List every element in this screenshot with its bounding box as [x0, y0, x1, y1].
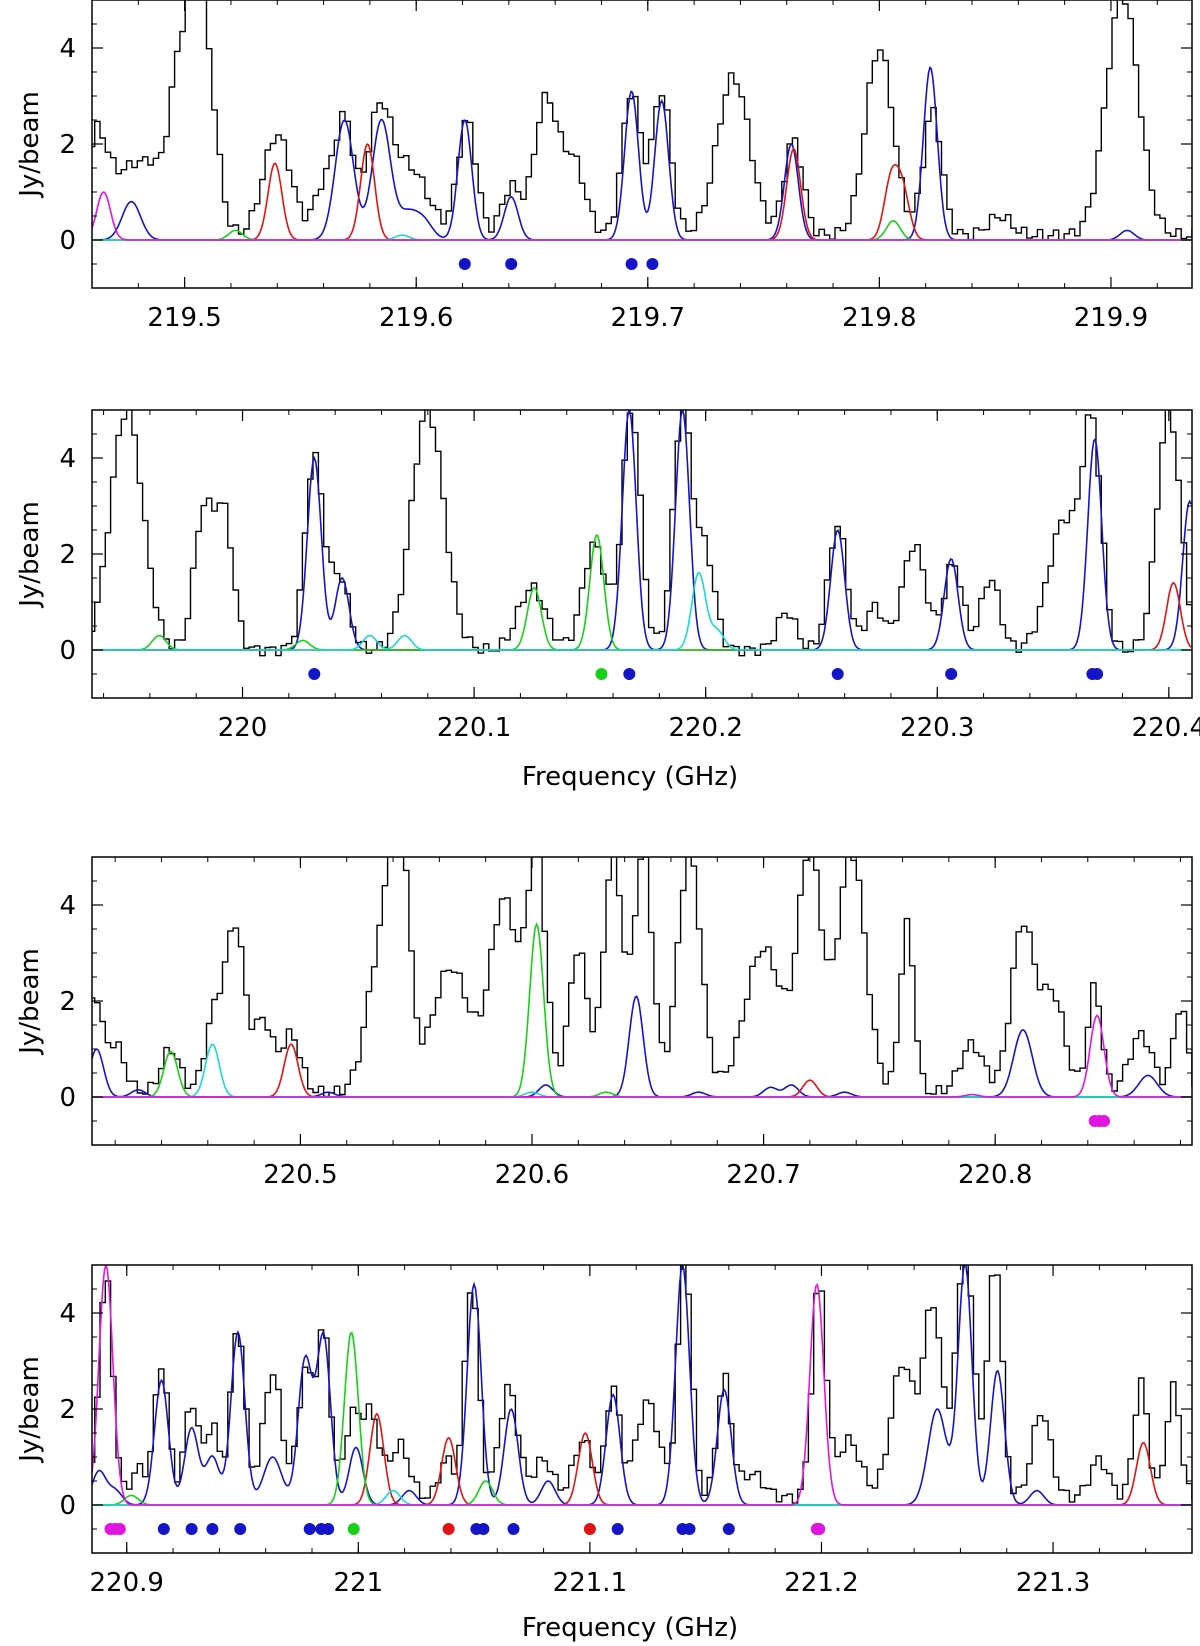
- x-tick-label: 220.5: [263, 1160, 337, 1190]
- spectrum-panel-1: 219.5 219.6 219.7 219.8 219.9 0 2 4 Jy/beam: [15, 0, 1193, 333]
- model-spectrum-line: [92, 410, 1192, 651]
- spectrum-panel-2: 220 220.1 220.2 220.3 220.4 0 2 4 Jy/beam Frequen…: [15, 409, 1200, 792]
- model-spectrum-line: [92, 922, 1192, 1098]
- line-id-marker: [322, 1523, 335, 1535]
- plot-area: [92, 857, 1192, 1127]
- spectrum-panel-3: 220.5 220.6 220.7 220.8 0 2 4 Jy/beam: [15, 856, 1193, 1190]
- line-id-marker: [595, 668, 608, 680]
- plot-frame: [91, 409, 1193, 699]
- x-tick-label: 220.1: [437, 713, 511, 743]
- y-tick-label: 0: [59, 1491, 76, 1521]
- line-id-marker: [303, 1523, 316, 1535]
- line-id-marker: [722, 1523, 735, 1535]
- x-tick-label: 220.6: [495, 1160, 569, 1190]
- line-id-marker: [583, 1523, 596, 1535]
- line-id-marker: [234, 1523, 247, 1535]
- x-tick-label: 220: [218, 713, 268, 743]
- line-id-marker: [505, 258, 518, 270]
- y-tick-label: 0: [59, 636, 76, 666]
- observed-spectrum-line: [92, 857, 1192, 1098]
- x-axis-label: Frequency (GHz): [522, 762, 738, 792]
- x-tick-label: 219.7: [611, 303, 685, 333]
- model-spectrum-line: [92, 1043, 1192, 1098]
- line-id-marker: [507, 1523, 520, 1535]
- line-id-marker: [442, 1523, 455, 1535]
- y-tick-label: 4: [59, 444, 76, 474]
- line-id-marker: [113, 1523, 126, 1535]
- plot-frame: [91, 0, 1193, 289]
- y-tick-label: 0: [59, 226, 76, 256]
- y-tick-label: 2: [59, 540, 76, 570]
- x-tick-label: 219.9: [1074, 303, 1148, 333]
- y-tick-label: 0: [59, 1083, 76, 1113]
- plot-area: [92, 0, 1192, 270]
- spectrum-panel-4: 220.9 221 221.1 221.2 221.3 0 2 4 Jy/beam Frequen…: [15, 1264, 1193, 1643]
- x-tick-label: 221.1: [553, 1568, 627, 1598]
- line-id-marker: [206, 1523, 219, 1535]
- line-id-marker: [831, 668, 844, 680]
- model-spectrum-line: [92, 1265, 1192, 1506]
- plot-frame: [91, 856, 1193, 1146]
- line-id-marker: [945, 668, 958, 680]
- model-spectrum-line: [92, 66, 1192, 241]
- line-id-marker: [458, 258, 471, 270]
- x-tick-label: 220.3: [900, 713, 974, 743]
- line-id-marker: [347, 1523, 360, 1535]
- line-id-marker: [683, 1523, 696, 1535]
- x-tick-label: 219.5: [147, 303, 221, 333]
- model-spectrum-line: [92, 1014, 1192, 1098]
- line-id-marker: [813, 1523, 826, 1535]
- y-tick-label: 2: [59, 130, 76, 160]
- model-spectrum-line: [92, 1043, 1192, 1098]
- line-id-marker: [646, 258, 659, 270]
- x-tick-label: 220.9: [90, 1568, 164, 1598]
- line-id-marker: [308, 668, 321, 680]
- x-tick-label: 219.8: [842, 303, 916, 333]
- y-tick-label: 2: [59, 987, 76, 1017]
- x-tick-label: 220.2: [668, 713, 742, 743]
- observed-spectrum-line: [92, 1265, 1192, 1504]
- x-tick-label: 220.8: [958, 1160, 1032, 1190]
- y-axis-label: Jy/beam: [15, 1356, 45, 1464]
- observed-spectrum-line: [92, 0, 1192, 241]
- line-id-marker: [1098, 1115, 1110, 1127]
- model-spectrum-line: [92, 1489, 1192, 1506]
- y-tick-label: 4: [59, 1299, 76, 1329]
- plot-area: [92, 1265, 1192, 1535]
- model-spectrum-line: [92, 995, 1192, 1098]
- observed-spectrum-line: [92, 410, 1192, 657]
- y-axis-label: Jy/beam: [15, 501, 45, 609]
- model-spectrum-line: [92, 191, 1192, 241]
- y-tick-label: 2: [59, 1395, 76, 1425]
- line-id-marker: [611, 1523, 624, 1535]
- x-tick-label: 220.7: [726, 1160, 800, 1190]
- line-id-marker: [185, 1523, 198, 1535]
- x-tick-label: 219.6: [379, 303, 453, 333]
- line-id-marker: [623, 668, 636, 680]
- x-tick-label: 221.3: [1016, 1568, 1090, 1598]
- model-spectrum-line: [92, 1412, 1192, 1506]
- plot-frame: [91, 1264, 1193, 1554]
- y-tick-label: 4: [59, 891, 76, 921]
- line-id-marker: [1091, 668, 1104, 680]
- line-id-marker: [477, 1523, 490, 1535]
- y-tick-label: 4: [59, 34, 76, 64]
- y-axis-label: Jy/beam: [15, 948, 45, 1056]
- model-spectrum-line: [92, 571, 1192, 651]
- line-id-marker: [625, 258, 638, 270]
- plot-area: [92, 410, 1192, 680]
- x-tick-label: 221.2: [784, 1568, 858, 1598]
- line-id-marker: [157, 1523, 170, 1535]
- x-tick-label: 220.4: [1132, 713, 1200, 743]
- y-axis-label: Jy/beam: [15, 91, 45, 199]
- x-axis-label: Frequency (GHz): [522, 1613, 738, 1643]
- x-tick-label: 221: [333, 1568, 383, 1598]
